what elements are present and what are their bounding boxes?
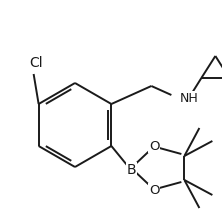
Text: O: O	[149, 139, 160, 152]
Text: NH: NH	[179, 92, 198, 104]
Text: Cl: Cl	[29, 56, 42, 70]
Text: O: O	[149, 183, 160, 196]
Text: B: B	[127, 163, 136, 177]
